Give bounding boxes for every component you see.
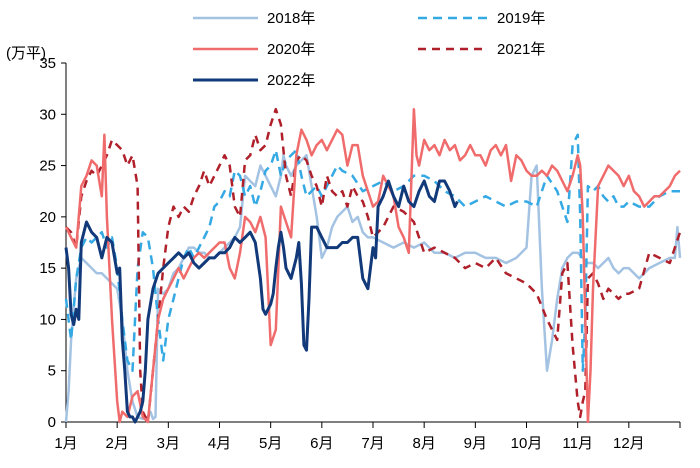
x-tick-label: 12月: [613, 435, 645, 452]
x-tick-label: 7月: [361, 435, 384, 452]
y-tick-label: 0: [48, 414, 56, 431]
y-tick-label: 35: [39, 55, 56, 72]
series-line-2022: [64, 179, 459, 424]
legend-label-2020: 2020年: [267, 41, 315, 58]
series-layer: [64, 107, 682, 424]
x-tick-label: 8月: [412, 435, 435, 452]
legend-label-2022: 2022年: [267, 72, 315, 89]
x-tick-label: 1月: [54, 435, 77, 452]
y-tick-label: 5: [48, 363, 56, 380]
y-tick-label: 10: [39, 311, 56, 328]
legend-label-2019: 2019年: [497, 10, 545, 27]
x-tick-label: 5月: [259, 435, 282, 452]
y-tick-label: 15: [39, 260, 56, 277]
x-tick-label: 6月: [310, 435, 333, 452]
series-line-2019: [64, 133, 680, 372]
x-tick-label: 4月: [208, 435, 231, 452]
y-tick-label: 25: [39, 158, 56, 175]
legend-label-2021: 2021年: [497, 41, 545, 58]
y-axis-unit-label: (万平): [6, 45, 46, 62]
x-tick-label: 3月: [157, 435, 180, 452]
legend-label-2018: 2018年: [267, 10, 315, 27]
x-tick-label: 9月: [464, 435, 487, 452]
x-tick-label: 11月: [562, 435, 593, 452]
y-tick-label: 20: [39, 209, 56, 226]
x-tick-label: 10月: [511, 435, 543, 452]
series-line-2020: [64, 107, 681, 424]
legend: 2018年 2019年 2020年 2021年 2022年: [193, 10, 545, 89]
y-tick-label: 30: [39, 106, 56, 123]
axes-layer: 0 5 10 15 20 25 30 35 1月 2月 3月 4月 5月 6月 7月 8月 9月 10月 11月 12…: [39, 55, 681, 452]
x-tick-label: 2月: [105, 435, 128, 452]
